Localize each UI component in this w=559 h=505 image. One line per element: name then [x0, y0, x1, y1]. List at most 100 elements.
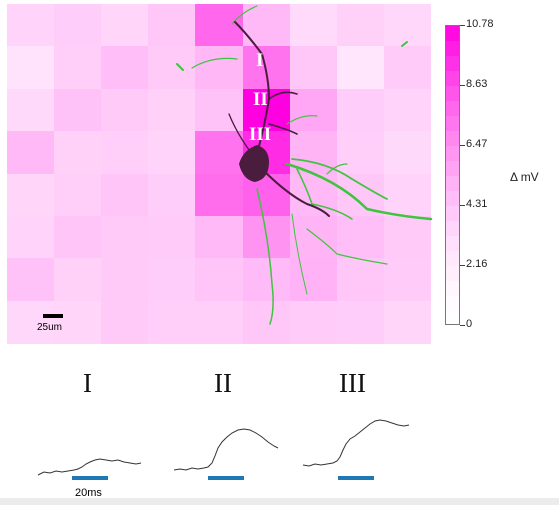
heatmap-cell	[54, 46, 102, 90]
time-scale-label: 20ms	[75, 487, 102, 499]
heatmap-cell	[195, 215, 244, 259]
colorbar-tick-label: 8.63	[466, 77, 488, 90]
colorbar-band	[446, 56, 459, 72]
colorbar-tick-label: 0	[466, 318, 473, 330]
heatmap-cell	[195, 131, 244, 174]
heatmap-cell	[101, 258, 149, 302]
colorbar-band	[446, 296, 459, 312]
colorbar-band	[446, 131, 459, 147]
trace-line-ii	[173, 428, 279, 471]
heatmap-cell	[289, 46, 338, 90]
heatmap-cell	[383, 46, 432, 90]
scale-bar-label: 25um	[37, 322, 63, 333]
colorbar-band	[446, 26, 459, 42]
colorbar	[445, 25, 460, 325]
heatmap-cell	[336, 215, 385, 259]
heatmap-cell	[54, 131, 102, 174]
stimulus-bar-iii	[338, 476, 374, 480]
colorbar-band	[446, 161, 459, 177]
colorbar-tick	[460, 264, 465, 266]
heatmap-cell	[383, 173, 432, 217]
heatmap-cell	[289, 300, 338, 344]
colorbar-band	[446, 191, 459, 207]
colorbar-band	[446, 176, 459, 192]
heatmap-cell	[7, 131, 55, 174]
heatmap-cell	[195, 46, 244, 90]
stimulus-bar-i	[72, 476, 108, 480]
colorbar-band	[446, 41, 459, 57]
region-label-ii: II	[253, 89, 268, 110]
voltage-traces: I II III 20ms	[0, 360, 559, 505]
heatmap-cell	[383, 4, 432, 47]
heatmap-cell	[7, 4, 55, 47]
heatmap-cell	[7, 215, 55, 259]
region-label-iii: III	[249, 124, 272, 145]
trace-title-ii: II	[214, 368, 232, 398]
heatmap-cell	[101, 46, 149, 90]
colorbar-band	[446, 116, 459, 132]
heatmap-cell	[101, 173, 149, 217]
neurites	[176, 5, 433, 325]
colorbar-tick-label: 6.47	[466, 137, 488, 150]
heatmap-cell	[195, 173, 244, 217]
colorbar-band	[446, 86, 459, 102]
heatmap-cell	[383, 258, 432, 302]
heatmap-cell	[148, 4, 196, 47]
heatmap-cell	[148, 46, 196, 90]
colorbar-unit-label: Δ mV	[510, 170, 539, 184]
colorbar-band	[446, 101, 459, 117]
heatmap-cell	[148, 173, 196, 217]
bottom-strip	[0, 498, 559, 505]
region-label-i: I	[256, 50, 264, 71]
heatmap-cell	[54, 173, 102, 217]
heatmap-cell	[195, 88, 244, 132]
heatmap-cell	[383, 88, 432, 132]
heatmap-cell	[54, 300, 102, 344]
heatmap-grid	[7, 4, 432, 344]
heatmap-cell	[101, 215, 149, 259]
stimulus-bar-ii	[208, 476, 244, 480]
heatmap-cell	[336, 88, 385, 132]
heatmap-cell	[242, 300, 291, 344]
heatmap-cell	[54, 4, 102, 47]
neuron-image	[176, 5, 433, 325]
heatmap-cell	[383, 131, 432, 174]
trace-lines	[37, 419, 410, 476]
colorbar-band	[446, 311, 459, 324]
heatmap-cell	[7, 173, 55, 217]
heatmap-cell	[7, 88, 55, 132]
colorbar-band	[446, 281, 459, 297]
trace-line-iii	[302, 419, 410, 467]
colorbar-band	[446, 71, 459, 87]
heatmap-cell	[54, 258, 102, 302]
heatmap-cell	[148, 300, 196, 344]
colorbar-tick-label: 2.16	[466, 257, 488, 270]
trace-line-i	[37, 458, 142, 476]
heatmap-cell	[336, 300, 385, 344]
colorbar-tick-label: 10.78	[466, 18, 494, 30]
colorbar-band	[446, 206, 459, 222]
colorbar-tick-label: 4.31	[466, 198, 488, 211]
heatmap-cell	[7, 46, 55, 90]
heatmap-cell	[7, 300, 55, 344]
voltage-heatmap: I II III 25um	[7, 4, 433, 344]
heatmap-cell	[336, 46, 385, 90]
heatmap-cell	[7, 258, 55, 302]
heatmap-cell	[101, 88, 149, 132]
heatmap-cell	[336, 258, 385, 302]
heatmap-cell	[383, 300, 432, 344]
heatmap-cell	[54, 88, 102, 132]
trace-title-iii: III	[339, 368, 366, 398]
colorbar-band	[446, 266, 459, 282]
heatmap-cell	[195, 258, 244, 302]
heatmap-cell	[289, 258, 338, 302]
heatmap-cell	[383, 215, 432, 259]
heatmap-cell	[101, 131, 149, 174]
heatmap-cell	[195, 300, 244, 344]
trace-title-i: I	[83, 368, 92, 398]
colorbar-tick	[460, 84, 465, 86]
heatmap-cell	[54, 215, 102, 259]
colorbar-band	[446, 251, 459, 267]
heatmap-cell	[148, 131, 196, 174]
colorbar-tick	[460, 25, 465, 26]
